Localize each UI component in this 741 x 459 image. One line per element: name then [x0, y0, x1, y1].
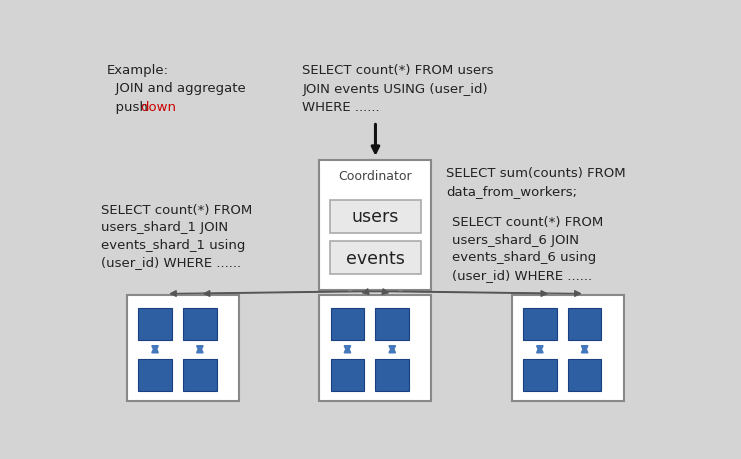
- Bar: [376, 308, 409, 340]
- Bar: [512, 296, 624, 402]
- Bar: [139, 308, 172, 340]
- Text: Example:: Example:: [107, 64, 169, 77]
- Bar: [319, 296, 431, 402]
- Text: push: push: [107, 101, 148, 114]
- Text: SELECT count(*) FROM users
JOIN events USING (user_id)
WHERE ......: SELECT count(*) FROM users JOIN events U…: [302, 64, 494, 114]
- Bar: [139, 359, 172, 391]
- Text: events: events: [346, 249, 405, 267]
- Bar: [523, 359, 556, 391]
- Text: SELECT sum(counts) FROM
data_from_workers;: SELECT sum(counts) FROM data_from_worker…: [446, 167, 625, 198]
- Bar: [127, 296, 239, 402]
- Bar: [330, 359, 365, 391]
- Bar: [319, 161, 431, 290]
- Bar: [330, 201, 421, 233]
- Text: users: users: [352, 208, 399, 226]
- Bar: [330, 308, 365, 340]
- Bar: [330, 242, 421, 274]
- Text: Coordinator: Coordinator: [339, 170, 412, 183]
- Text: JOIN and aggregate: JOIN and aggregate: [107, 82, 246, 95]
- Bar: [568, 308, 602, 340]
- Bar: [183, 359, 216, 391]
- Text: SELECT count(*) FROM
users_shard_1 JOIN
events_shard_1 using
(user_id) WHERE ...: SELECT count(*) FROM users_shard_1 JOIN …: [102, 203, 253, 269]
- Bar: [376, 359, 409, 391]
- Text: down: down: [140, 101, 176, 114]
- Bar: [183, 308, 216, 340]
- Bar: [568, 359, 602, 391]
- Bar: [523, 308, 556, 340]
- Text: SELECT count(*) FROM
users_shard_6 JOIN
events_shard_6 using
(user_id) WHERE ...: SELECT count(*) FROM users_shard_6 JOIN …: [451, 216, 602, 281]
